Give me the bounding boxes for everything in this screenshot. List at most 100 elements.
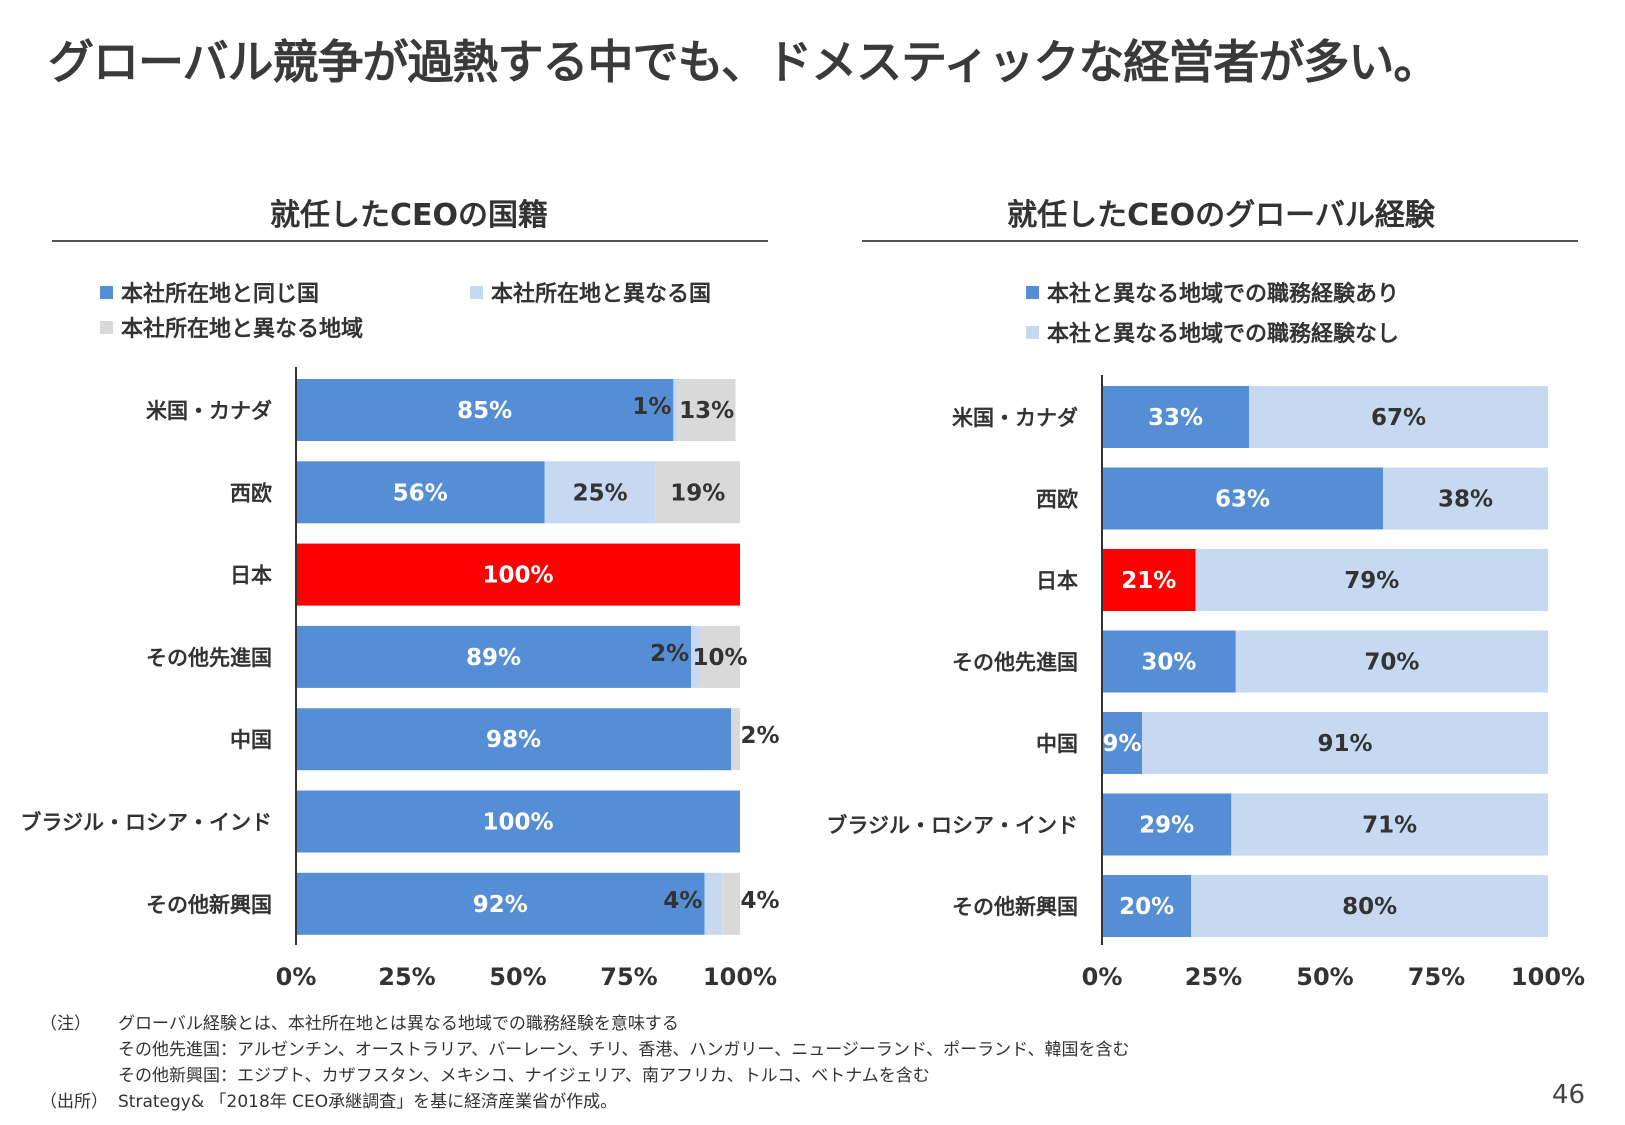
data-label: 30% [1141,650,1196,676]
data-label: 10% [692,645,747,671]
data-label: 38% [1438,487,1493,513]
note-text: グローバル経験とは、本社所在地とは異なる地域での職務経験を意味する [118,1014,679,1034]
data-label: 4% [663,888,702,914]
note-tag: （注） [40,1014,91,1034]
bar-segment [296,790,740,853]
data-label: 70% [1364,650,1419,676]
bar-segment [1102,875,1192,937]
legend-label: 本社所在地と異なる国 [491,282,712,307]
bar-segment [691,625,701,688]
category-label: ブラジル・ロシア・インド [826,814,1078,838]
legend-label: 本社所在地と同じ国 [121,282,320,307]
note-line: （注） グローバル経験とは、本社所在地とは異なる地域での職務経験を意味する [40,1011,1130,1037]
data-label: 2% [650,641,689,667]
bar-segment [1102,386,1250,448]
data-label: 56% [393,480,448,506]
bar-segment [1382,467,1548,530]
data-label: 91% [1318,731,1373,757]
legend-swatch-dark-blue [1026,285,1039,299]
bar-segment [296,543,740,606]
category-label: 西欧 [230,481,272,505]
legend-item-different-region: 本社所在地と異なる地域 [100,311,363,343]
bar-segment [677,379,736,441]
category-label: その他新興国 [146,893,272,917]
chart-title-nationality: 就任したCEOの国籍 [269,198,548,233]
category-label: 西欧 [1036,488,1078,512]
note-text: その他新興国：エジプト、カザフスタン、メキシコ、ナイジェリア、南アフリカ、トルコ… [118,1066,930,1086]
category-label: その他先進国 [146,646,272,670]
x-tick-label: 100% [703,963,777,991]
chart-title-global-experience: 就任したCEOのグローバル経験 [1007,198,1435,233]
bar-segment [1102,793,1232,856]
x-tick-label: 100% [1511,963,1585,991]
x-tick-label: 75% [1408,963,1465,991]
source-line: （出所） Strategy& 「2018年 CEO承継調査」を基に経済産業省が作… [40,1089,1130,1115]
data-label: 4% [740,888,779,914]
legend-swatch-light-blue [1026,325,1039,339]
title-rule-right [862,240,1578,242]
x-tick-label: 25% [1185,963,1242,991]
page-title: グローバル競争が過熱する中でも、ドメスティックな経営者が多い。 [48,35,1439,89]
category-label: ブラジル・ロシア・インド [20,811,272,835]
category-label: 日本 [230,564,272,588]
data-label: 67% [1371,405,1426,431]
legend-swatch-dark-blue [100,285,113,299]
bar-segment [296,625,692,688]
bar-segment [296,461,545,524]
bar-segment [673,379,678,441]
data-label: 92% [473,892,528,918]
category-label: 日本 [1036,569,1078,593]
data-label: 100% [482,810,553,836]
legend-label: 本社所在地と異なる地域 [121,317,364,342]
source-tag: （出所） [40,1092,108,1112]
bar-segment [1142,712,1548,774]
data-label: 19% [670,480,725,506]
bar-segment [544,461,656,524]
data-label: 29% [1139,813,1194,839]
bar-segment [296,379,674,441]
bar-segment [1195,549,1548,611]
data-label: 13% [679,398,734,424]
bar-segment [296,872,705,935]
data-label: 21% [1121,568,1176,594]
note-text: その他先進国：アルゼンチン、オーストラリア、バーレーン、チリ、香港、ハンガリー、… [118,1040,1130,1060]
bar-segment [1191,875,1548,937]
bar-segment [1231,793,1548,856]
bar-segment [655,461,740,524]
data-label: 100% [482,563,553,589]
note-line: その他新興国：エジプト、カザフスタン、メキシコ、ナイジェリア、南アフリカ、トルコ… [40,1063,1130,1089]
category-label: 中国 [230,728,272,752]
data-label: 85% [457,398,512,424]
category-label: その他先進国 [952,651,1078,675]
footnotes: （注） グローバル経験とは、本社所在地とは異なる地域での職務経験を意味する その… [40,1011,1130,1115]
category-label: 米国・カナダ [952,406,1078,430]
bar-segment [1102,712,1143,774]
data-label: 79% [1344,568,1399,594]
legend-label: 本社と異なる地域での職務経験あり [1047,282,1400,307]
x-tick-label: 0% [1082,963,1123,991]
legend-swatch-gray [100,320,113,334]
bar-segment [731,708,740,771]
x-tick-label: 25% [378,963,435,991]
data-label: 9% [1103,731,1142,757]
page-number: 46 [1551,1080,1585,1110]
data-label: 33% [1148,405,1203,431]
data-label: 71% [1362,813,1417,839]
data-label: 89% [466,645,521,671]
legend-item-experience-no: 本社と異なる地域での職務経験なし [1026,316,1399,348]
bar-segment [1102,549,1196,611]
title-rule-left [52,240,768,242]
legend-label: 本社と異なる地域での職務経験なし [1047,322,1400,347]
data-label: 25% [573,480,628,506]
bar-segment [722,872,740,935]
data-label: 98% [486,727,541,753]
bar-segment [704,872,723,935]
bar-segment [700,625,740,688]
x-tick-label: 0% [276,963,317,991]
x-tick-label: 50% [489,963,546,991]
note-line: その他先進国：アルゼンチン、オーストラリア、バーレーン、チリ、香港、ハンガリー、… [40,1037,1130,1063]
bar-segment [1235,630,1548,693]
data-label: 2% [740,723,779,749]
